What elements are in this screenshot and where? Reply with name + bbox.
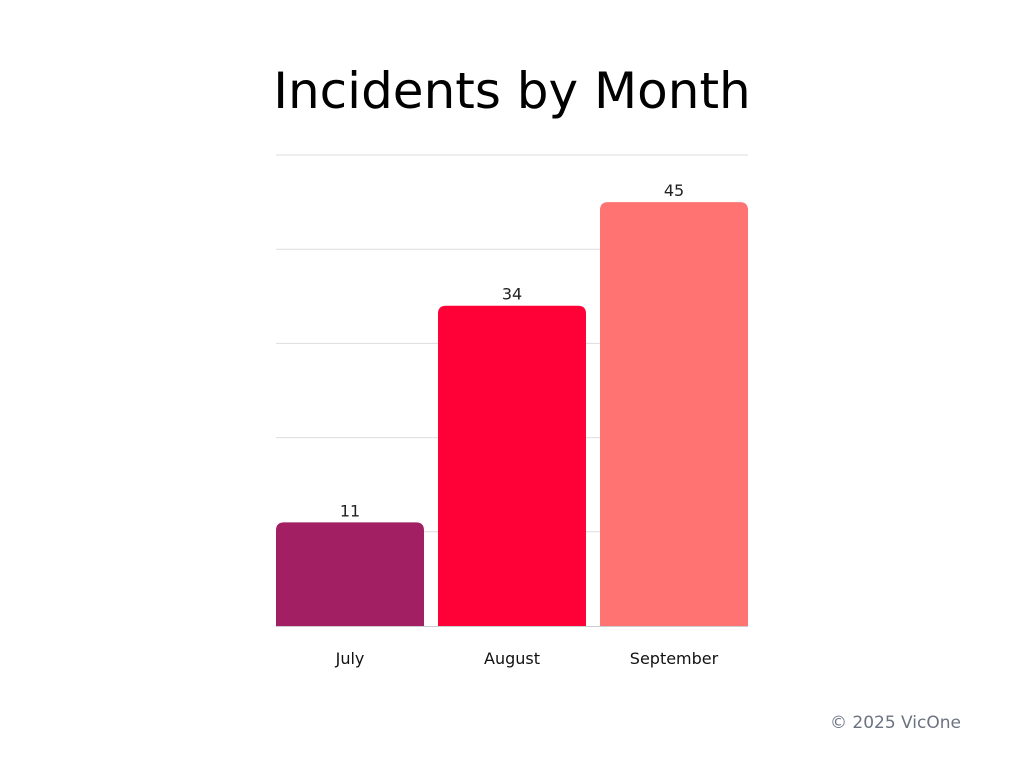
data-label: 11 bbox=[340, 501, 360, 520]
data-label: 34 bbox=[502, 285, 522, 304]
bar-august bbox=[438, 305, 586, 626]
x-tick-label: September bbox=[630, 649, 719, 668]
data-label: 45 bbox=[664, 181, 684, 200]
bar-july bbox=[276, 522, 424, 626]
copyright-footer: © 2025 VicOne bbox=[829, 713, 961, 733]
x-tick-label: August bbox=[484, 649, 540, 668]
bar-september bbox=[600, 202, 748, 626]
x-tick-label: July bbox=[335, 649, 365, 668]
chart-title: Incidents by Month bbox=[273, 62, 751, 120]
